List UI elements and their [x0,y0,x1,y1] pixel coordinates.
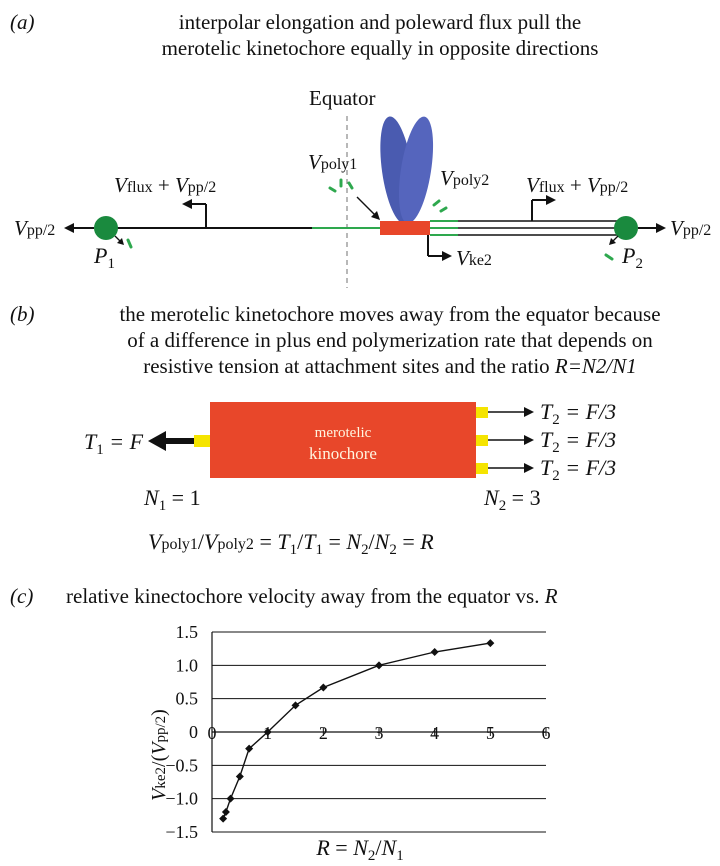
chart-series [219,639,495,823]
chart-gridlines [212,631,546,833]
data-point [221,808,230,816]
panel-b-caption-line1: the merotelic kinetochore moves away fro… [119,302,661,326]
p2-label: P2 [622,243,643,272]
right-vpp-label: Vpp/2 [670,216,712,240]
vke2-label: Vke2 [456,246,492,270]
ratio-equation: Vpoly1/Vpoly2 = T1/T1 = N2/N2 = R [148,529,434,558]
y-tick-label: 1.5 [176,622,199,642]
right-attachment-3 [476,463,488,474]
right-attachment-2 [476,435,488,446]
kinetochore [380,221,430,235]
n2-label: N2 = 3 [484,485,541,514]
panel-a-label: (a) [10,10,35,34]
spindle-diagram [64,116,666,288]
left-vpp-label: Vpp/2 [14,216,56,240]
panel-b-caption-line3: resistive tension at attachment sites an… [143,354,637,378]
pole-p1 [94,216,118,240]
vpoly1-pointer [356,196,380,220]
x-tick-label: 2 [319,723,328,743]
t2-label-1: T2 = F/3 [540,399,617,428]
box-label-line2: kinochore [309,444,377,463]
y-tick-label: 0.5 [176,689,199,709]
t1-arrow [148,431,194,451]
y-tick-label: 1.0 [176,655,199,675]
left-attachment [194,435,210,447]
left-vpp-arrow [64,223,94,233]
panel-a-caption-line2: merotelic kinetochore equally in opposit… [161,36,599,60]
right-vpp-arrow [638,223,666,233]
pole-p2 [614,216,638,240]
panel-a-caption-line1: interpolar elongation and poleward flux … [178,10,582,34]
x-tick-label: 1 [263,723,272,743]
data-point [375,661,383,670]
data-point [245,744,254,753]
data-point [235,772,244,781]
panel-c-label: (c) [10,584,34,608]
right-microtubule-bundle [430,220,620,236]
series-line [222,642,491,819]
x-tick-label: 4 [430,723,439,743]
x-tick-label: 5 [486,723,495,743]
vpoly1-label: Vpoly1 [308,150,358,174]
t2-label-3: T2 = F/3 [540,455,617,484]
data-point [486,639,495,648]
chart-tick-labels: 1.51.00.50−0.5−1.0−1.50 1 2 3 4 5 6 [165,622,550,842]
data-point [430,648,439,656]
right-flux-label: Vflux + Vpp/2 [526,173,629,197]
vpoly2-label: Vpoly2 [440,166,490,190]
x-tick-label: 6 [542,723,551,743]
p1-flux-arrow [114,235,124,245]
data-point [291,701,300,710]
tubulin-subunits [126,178,614,261]
t2-arrows [488,411,526,469]
chart-axes [211,632,547,832]
data-point [319,683,328,692]
p1-label: P1 [94,243,115,272]
chromosome [380,116,434,224]
vke2-arrow [427,235,452,261]
chart-ylabel: Vke2/(Vpp/2) [148,709,170,801]
panel-c-caption: relative kinectochore velocity away from… [66,584,558,608]
equator-label: Equator [309,86,376,110]
right-attachment-1 [476,407,488,418]
data-point [219,814,228,823]
t2-arrowheads [524,407,534,473]
box-label-line1: merotelic [314,425,372,441]
n1-label: N1 = 1 [144,485,201,514]
chart-xlabel: R = N2/N1 [316,835,404,864]
right-flux-arrow [531,195,556,221]
panel-b-label: (b) [10,302,35,326]
panel-b-caption-line2: of a difference in plus end polymerizati… [127,328,653,352]
left-flux-arrow [182,199,207,228]
t2-label-2: T2 = F/3 [540,427,617,456]
y-tick-label: 0 [189,722,198,742]
p2-flux-arrow [609,235,619,245]
t1-label: T1 = F [84,429,144,458]
x-tick-label: 0 [208,723,217,743]
x-tick-label: 3 [375,723,384,743]
data-point [263,728,272,736]
left-flux-label: Vflux + Vpp/2 [114,173,217,197]
data-point [226,794,235,803]
